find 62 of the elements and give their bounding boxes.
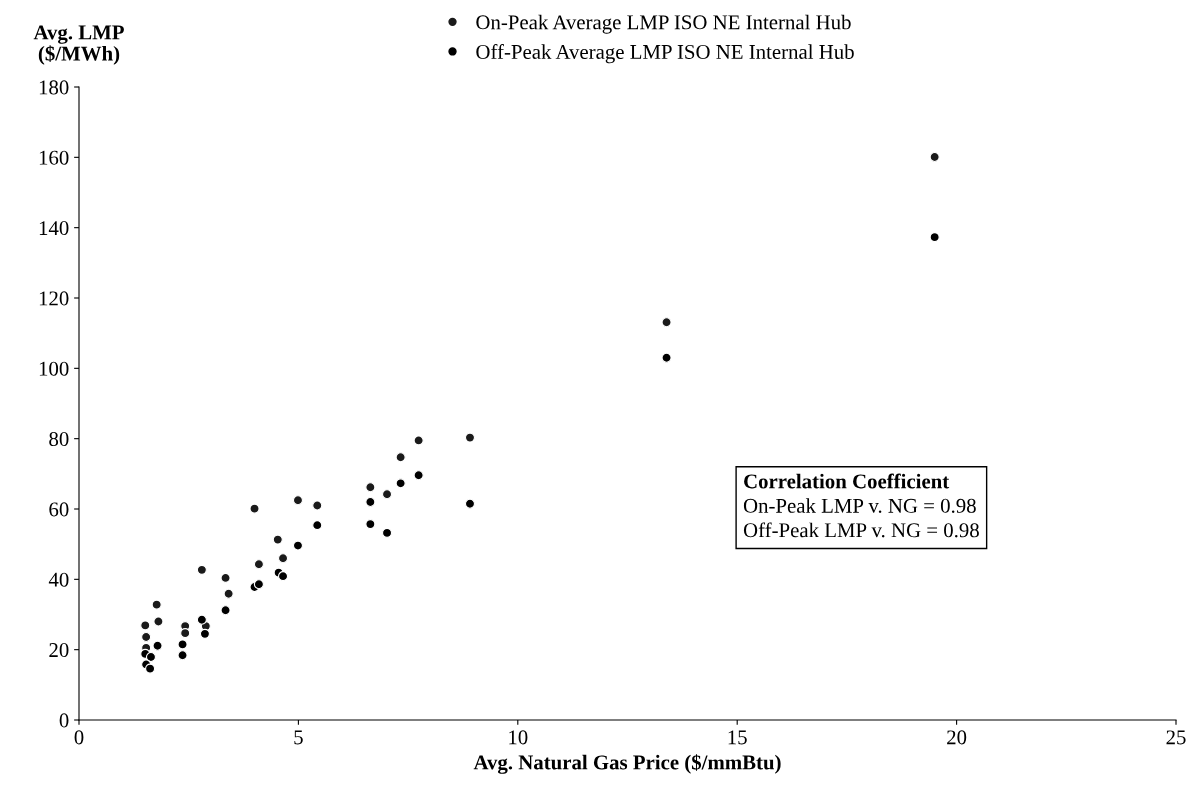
point	[223, 588, 234, 599]
point	[395, 478, 406, 489]
y-tick-label: 60	[49, 502, 69, 517]
y-tick-label: 180	[39, 80, 69, 95]
point	[413, 435, 424, 446]
point	[929, 151, 940, 163]
point	[292, 495, 304, 506]
y-tick-label: 40	[48, 572, 69, 587]
point	[180, 628, 191, 639]
y-tick-label: 120	[39, 291, 69, 306]
point	[253, 559, 264, 570]
point	[145, 663, 156, 674]
point	[277, 553, 289, 564]
point	[153, 616, 164, 627]
point	[661, 317, 672, 328]
point	[249, 503, 260, 514]
point	[464, 498, 476, 509]
legend-label: Off-Peak Average LMP ISO NE Internal Hub	[476, 44, 854, 64]
point	[365, 482, 376, 493]
y-tick-label: 160	[39, 150, 69, 165]
x-tick-label: 15	[728, 730, 747, 745]
x-tick-label: 20	[947, 730, 967, 745]
point	[177, 650, 188, 661]
legend-label: On-Peak Average LMP ISO NE Internal Hub	[476, 14, 851, 34]
y-tick-label: 80	[49, 432, 69, 447]
point	[464, 432, 476, 443]
y-tick-label: 140	[39, 221, 69, 236]
point	[661, 352, 672, 363]
annotation: Correlation Coefficient	[744, 473, 950, 489]
point	[292, 540, 304, 551]
annotation: On-Peak LMP v. NG = 0.98	[743, 498, 976, 513]
point	[312, 520, 323, 531]
y-axis-title: Avg. LMP ($/MWh)	[33, 25, 124, 65]
point	[196, 564, 207, 575]
point	[929, 232, 940, 243]
point	[272, 534, 283, 545]
x-tick-label: 10	[509, 730, 528, 745]
point	[199, 628, 210, 639]
point	[413, 470, 424, 481]
point	[196, 614, 207, 625]
annotation: Off-Peak LMP v. NG = 0.98	[743, 522, 979, 538]
point	[140, 620, 151, 631]
x-tick-label: 25	[1166, 730, 1186, 745]
y-tick-label: 100	[39, 361, 69, 376]
point	[381, 489, 393, 500]
point	[395, 452, 406, 463]
point	[365, 519, 376, 530]
x-tick-label: 5	[294, 730, 303, 745]
point	[277, 571, 289, 582]
point	[365, 496, 376, 508]
y-tick-label: 20	[49, 643, 69, 658]
x-axis-title: Avg. Natural Gas Price ($/mmBtu)	[473, 754, 781, 774]
point	[177, 639, 188, 650]
point	[253, 579, 264, 590]
point	[141, 631, 152, 643]
x-tick-label: 0	[74, 730, 84, 745]
point	[152, 640, 163, 651]
point	[151, 599, 162, 610]
point	[312, 500, 323, 511]
point	[220, 605, 231, 616]
point	[145, 651, 157, 663]
y-tick-label: 0	[59, 713, 69, 728]
